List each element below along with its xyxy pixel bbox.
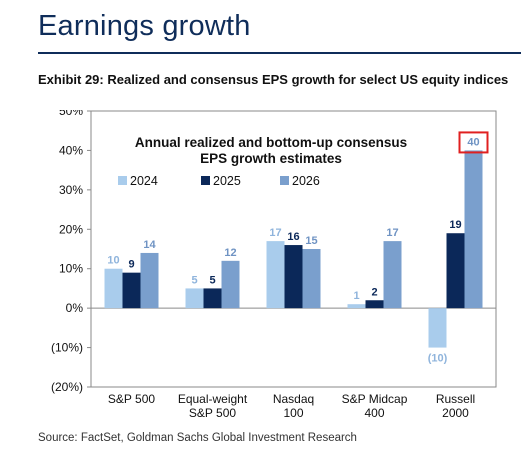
x-tick-label: 100 bbox=[283, 406, 303, 420]
value-labels: 10 9 14 5 5 12 17 16 15 1 2 17 (10) 19 40 bbox=[107, 136, 479, 364]
x-tick-label: 2000 bbox=[442, 406, 469, 420]
y-tick-label: 20% bbox=[59, 222, 83, 236]
y-tick-label: (10%) bbox=[51, 341, 83, 355]
plot-frame bbox=[90, 110, 497, 388]
exhibit-title: Exhibit 29: Realized and consensus EPS g… bbox=[38, 72, 509, 87]
y-tick-label: 40% bbox=[59, 143, 83, 157]
legend-swatch bbox=[280, 176, 289, 185]
legend-label: 2026 bbox=[292, 174, 320, 188]
data-label: 17 bbox=[386, 227, 398, 239]
bar bbox=[104, 268, 123, 309]
bars bbox=[104, 150, 483, 348]
bar bbox=[203, 288, 222, 309]
bar bbox=[140, 252, 159, 309]
data-label: 12 bbox=[224, 247, 236, 259]
y-tick-label: 0% bbox=[66, 301, 84, 315]
data-label: 1 bbox=[353, 290, 359, 302]
source-note: Source: FactSet, Goldman Sachs Global In… bbox=[38, 432, 357, 444]
data-label: 10 bbox=[107, 255, 119, 267]
x-tick-label: Nasdaq bbox=[273, 392, 314, 406]
x-tick-label: Equal-weight bbox=[178, 392, 248, 406]
bar bbox=[284, 245, 303, 309]
bar bbox=[446, 233, 465, 309]
x-tick-label: S&P Midcap bbox=[342, 392, 408, 406]
y-tick-label: 10% bbox=[59, 262, 83, 276]
y-tick-label: 50% bbox=[59, 110, 83, 118]
bar bbox=[365, 300, 384, 309]
bar bbox=[122, 272, 141, 309]
data-label: (10) bbox=[428, 353, 448, 365]
x-tick-label: S&P 500 bbox=[189, 406, 236, 420]
data-label: 19 bbox=[449, 219, 461, 231]
heading-divider bbox=[38, 52, 521, 54]
bar bbox=[302, 249, 321, 309]
x-tick-label: Russell bbox=[436, 392, 475, 406]
bar bbox=[185, 288, 204, 309]
x-tick-label: S&P 500 bbox=[108, 392, 155, 406]
data-label: 5 bbox=[191, 274, 197, 286]
legend-label: 2024 bbox=[130, 174, 158, 188]
bar bbox=[464, 150, 483, 309]
legend-swatch bbox=[201, 176, 210, 185]
chart-subtitle: EPS growth estimates bbox=[200, 151, 342, 166]
y-tick-label: 30% bbox=[59, 183, 83, 197]
y-axis: 50% 40% 30% 20% 10% 0% (10%) (20%) bbox=[51, 110, 91, 394]
legend: 2024 2025 2026 bbox=[118, 174, 320, 188]
bar bbox=[347, 304, 366, 309]
data-label: 14 bbox=[143, 239, 156, 251]
highlight-rect bbox=[458, 131, 489, 154]
data-label: 16 bbox=[287, 231, 299, 243]
x-tick-label: 400 bbox=[364, 406, 384, 420]
chart-title: Annual realized and bottom-up consensus bbox=[135, 135, 407, 150]
data-label: 2 bbox=[371, 286, 377, 298]
data-label: 40 bbox=[467, 136, 479, 148]
bar bbox=[428, 308, 447, 348]
highlight-box bbox=[458, 131, 489, 154]
bar bbox=[383, 241, 402, 309]
data-label: 15 bbox=[305, 235, 317, 247]
page-heading: Earnings growth bbox=[38, 10, 251, 42]
data-label: 17 bbox=[269, 227, 281, 239]
data-label: 5 bbox=[209, 274, 215, 286]
bar bbox=[221, 260, 240, 309]
legend-swatch bbox=[118, 176, 127, 185]
data-label: 9 bbox=[128, 259, 134, 271]
y-tick-label: (20%) bbox=[51, 380, 83, 394]
legend-label: 2025 bbox=[213, 174, 241, 188]
bar bbox=[266, 241, 285, 309]
